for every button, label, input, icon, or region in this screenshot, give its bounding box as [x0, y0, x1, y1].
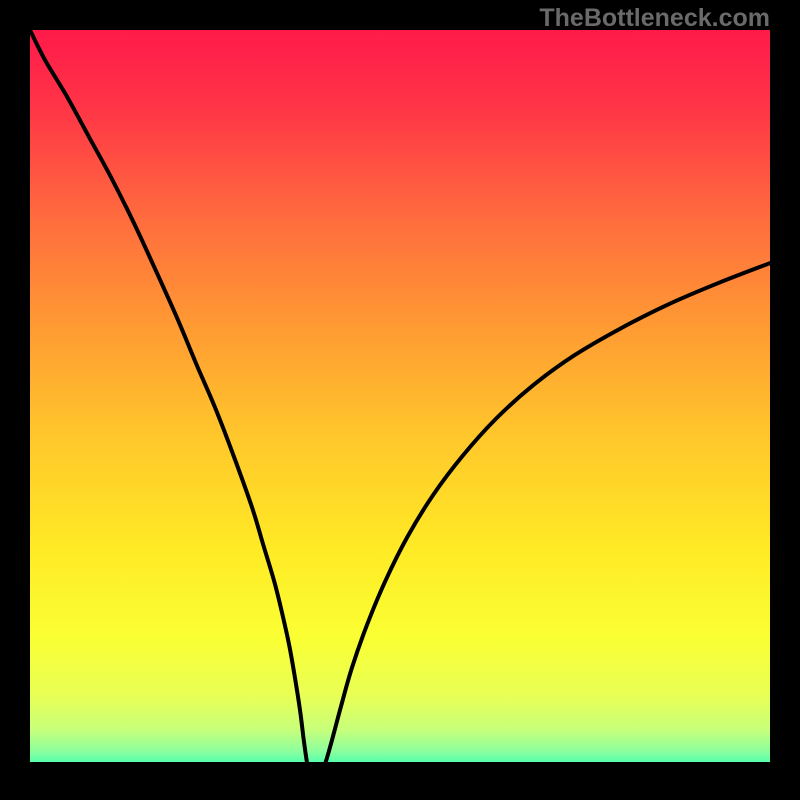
curve-right-branch [323, 263, 770, 768]
bottleneck-curve [30, 30, 770, 770]
chart-frame: TheBottleneck.com [0, 0, 800, 800]
curve-left-branch [30, 30, 308, 769]
bottom-border [30, 762, 770, 770]
watermark-text: TheBottleneck.com [539, 4, 770, 33]
plot-area [30, 30, 770, 770]
